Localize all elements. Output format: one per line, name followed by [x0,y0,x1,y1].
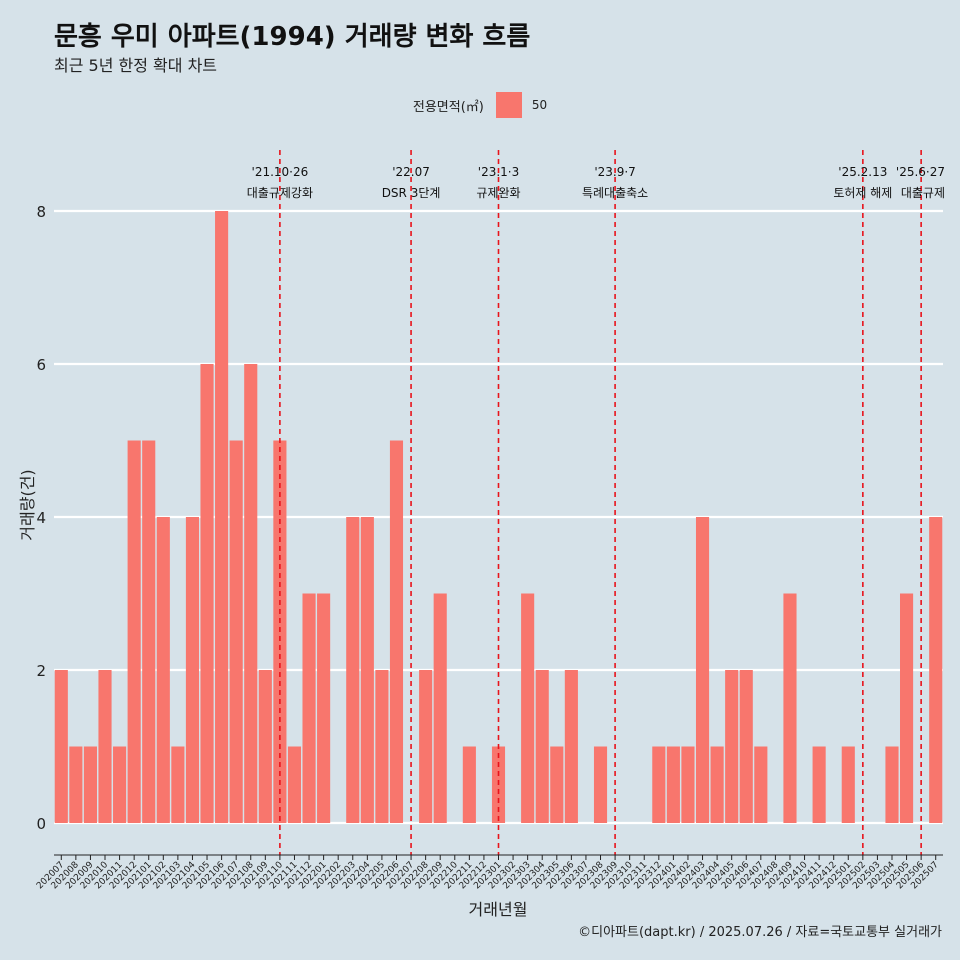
bar [681,746,695,823]
y-tick-label: 0 [36,815,46,833]
bar [375,670,389,823]
bar [900,593,914,823]
bar [171,746,185,823]
bar [550,746,564,823]
legend-title: 전용면적(㎡) [412,99,484,115]
bars [54,211,943,823]
event-text-label: 규제완화 [476,186,520,200]
bar [200,364,214,823]
bar [98,670,112,823]
event-text-label: DSR 3단계 [382,186,441,200]
y-tick-label: 8 [36,203,46,221]
bar [885,746,899,823]
event-date-label: '23.9·7 [594,165,635,179]
bar [535,670,549,823]
event-date-label: '22.07 [392,165,430,179]
grid-lines: 0 2 4 6 8 [36,203,943,833]
event-text-label: 대출규제강화 [247,186,313,200]
legend: 전용면적(㎡) 50 [0,92,960,118]
y-tick-label: 4 [36,509,46,527]
bar [462,746,476,823]
bar [841,746,855,823]
bar [113,746,127,823]
bar [127,440,141,823]
bar [229,440,243,823]
bar [142,440,156,823]
bar [83,746,97,823]
bar [929,517,943,823]
event-date-label: '21.10·26 [252,165,309,179]
bar [695,517,710,823]
bar [302,593,316,823]
bar [666,746,680,823]
chart-title: 문흥 우미 아파트(1994) 거래량 변화 흐름 [54,22,531,52]
y-tick-label: 6 [36,356,46,374]
bar [360,517,374,823]
bar [346,517,360,823]
event-date-label: '23.1·3 [478,165,519,179]
bar [652,746,666,823]
source-caption: ©디아파트(dapt.kr) / 2025.07.26 / 자료=국토교통부 실… [578,925,942,940]
bar [783,593,797,823]
axes: 2020072020082020092020102020112020122021… [35,854,943,891]
bar [739,670,753,823]
chart-subtitle: 최근 5년 한정 확대 차트 [54,56,218,75]
bar [593,746,608,823]
bar [317,593,331,823]
bar [419,670,433,823]
bar [287,746,302,823]
bar [725,670,739,823]
event-text-label: 특례대출축소 [582,186,648,200]
y-axis-label: 거래량(건) [18,469,37,540]
bar [69,746,83,823]
bar [710,746,724,823]
bar [389,440,404,823]
bar [54,670,68,823]
x-axis-label: 거래년월 [469,900,528,919]
bar [185,517,200,823]
bar [812,746,826,823]
bar [244,364,258,823]
bar [258,670,272,823]
bar [521,593,535,823]
event-text-label: 토허제 해제 [833,186,892,200]
bar [156,517,170,823]
legend-label: 50 [531,98,548,112]
event-date-label: '25.2.13 [838,165,887,179]
event-text-label: 대출규제 [901,186,945,200]
bar [215,211,229,823]
bar [564,670,578,823]
legend-swatch [495,92,522,118]
y-tick-label: 2 [36,662,46,680]
bar [433,593,447,823]
bar [754,746,768,823]
event-lines: '21.10·26 대출규제강화 '22.07 DSR 3단계 '23.1·3 규제완화 '… [247,150,945,855]
event-date-label: '25.6·27 [896,165,945,179]
